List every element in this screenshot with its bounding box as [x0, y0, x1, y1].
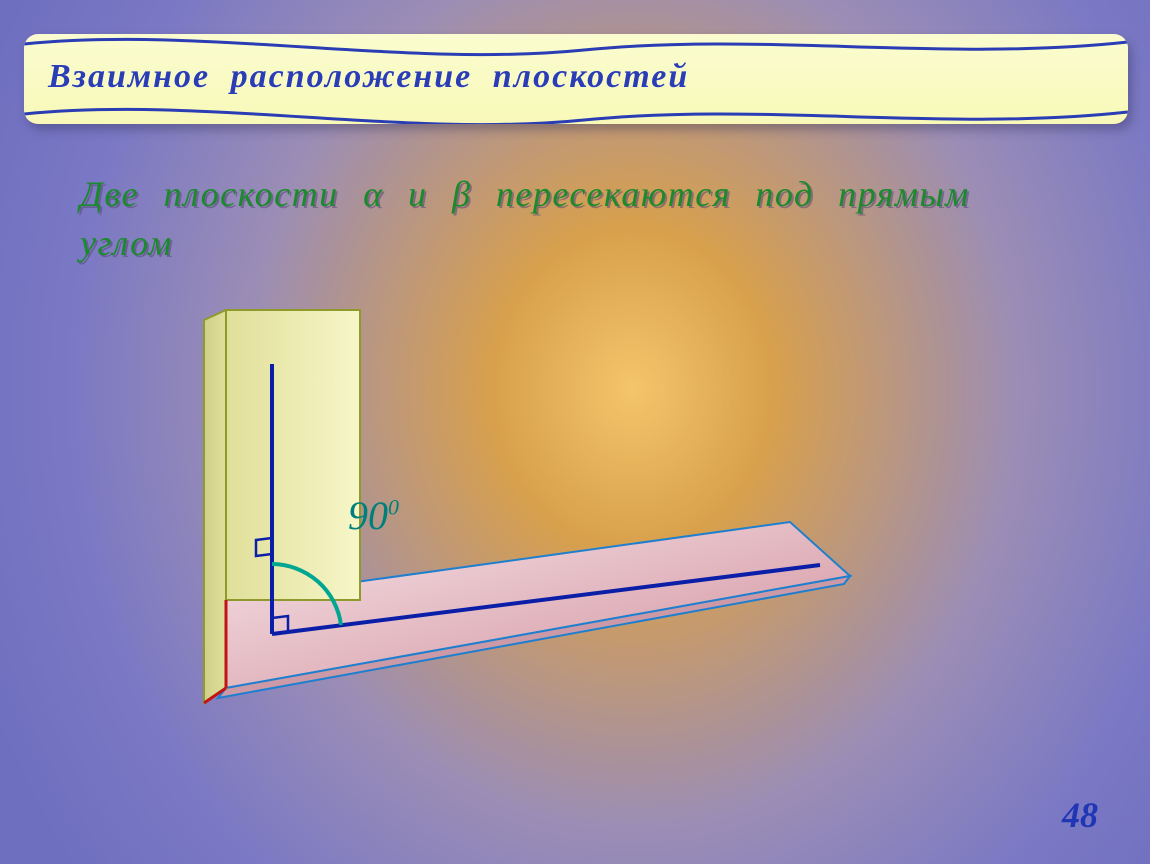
- angle-value: 90: [348, 493, 388, 538]
- page-number: 48: [1062, 794, 1098, 836]
- alpha-symbol: α: [363, 174, 383, 214]
- title-banner: Взаимное расположение плоскостей: [24, 34, 1128, 124]
- page-title: Взаимное расположение плоскостей: [48, 58, 689, 96]
- diagram-svg: [160, 290, 880, 740]
- subtitle-prefix: Две плоскости: [80, 174, 363, 214]
- planes-diagram: 900: [160, 290, 880, 740]
- vertical-plane: [226, 310, 360, 600]
- subtitle-text: Две плоскости α и β пересекаются под пря…: [80, 170, 1080, 267]
- angle-label: 900: [348, 492, 399, 539]
- vertical-plane-left: [204, 310, 226, 703]
- beta-symbol: β: [452, 174, 471, 214]
- angle-superscript: 0: [388, 495, 399, 520]
- slide: Взаимное расположение плоскостей Две пло…: [0, 0, 1150, 864]
- subtitle-mid: и: [408, 174, 452, 214]
